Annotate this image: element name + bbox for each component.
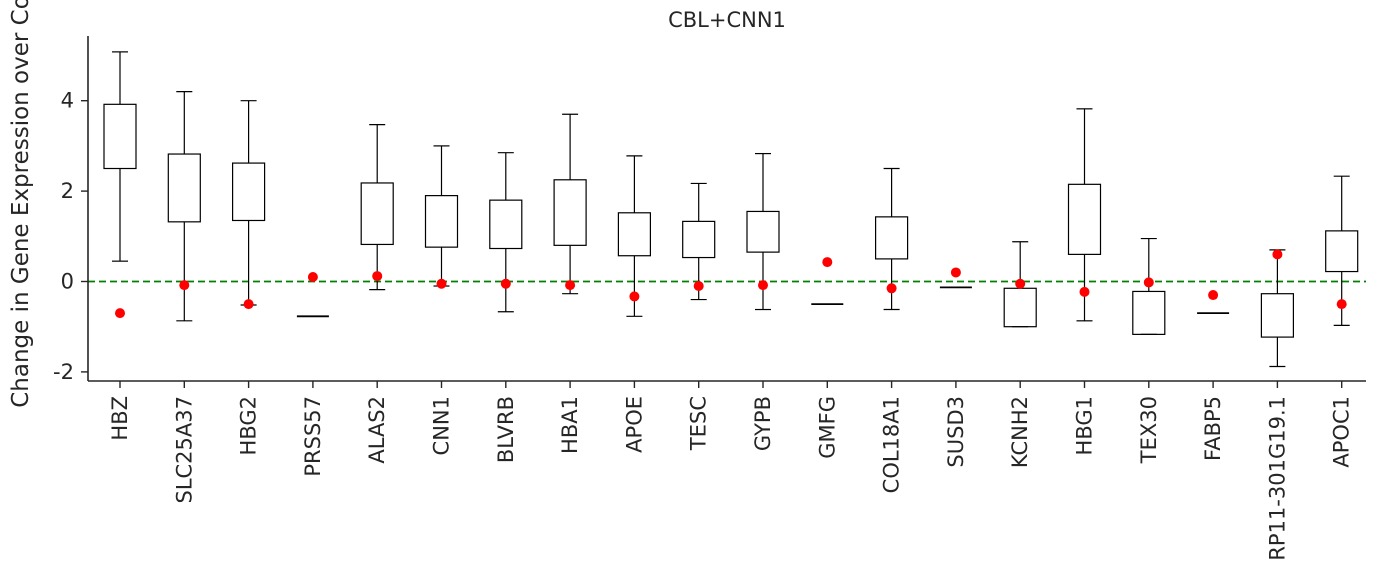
box-rect <box>1003 287 1037 328</box>
x-tick-label: ALAS2 <box>365 396 389 464</box>
box-tesc <box>682 182 716 301</box>
box-rect <box>1067 183 1102 255</box>
y-tick-label: 4 <box>61 89 74 113</box>
box-slc25a37 <box>167 91 201 322</box>
observed-point <box>115 308 125 319</box>
x-tick-label: SLC25A37 <box>172 396 196 504</box>
observed-point <box>500 278 511 289</box>
y-axis-label: Change in Gene Expression over Control <box>8 0 34 408</box>
box-hba1 <box>553 113 587 295</box>
observed-point <box>243 299 254 310</box>
box-rect <box>1325 230 1359 273</box>
observed-point <box>1015 278 1026 289</box>
observed-point <box>179 280 190 291</box>
x-tick-label: APOE <box>622 396 646 453</box>
box-hbg2 <box>232 100 266 306</box>
box-rect <box>232 162 266 222</box>
box-rect <box>1132 290 1166 335</box>
x-tick-label: BLVRB <box>494 396 518 463</box>
x-tick-label: GMFG <box>815 396 839 459</box>
box-rect <box>617 212 652 257</box>
x-tick-label: PRSS57 <box>301 396 325 477</box>
x-tick-label: TESC <box>687 396 711 451</box>
observed-point <box>758 280 768 291</box>
box-alas2 <box>360 124 394 291</box>
box-rect <box>489 199 523 250</box>
x-tick-label: CNN1 <box>430 396 454 455</box>
observed-point <box>1208 290 1219 301</box>
y-tick-label: 2 <box>61 179 74 203</box>
y-tick-label: 0 <box>61 270 74 294</box>
x-tick-label: HBG2 <box>237 396 261 455</box>
box-rect <box>424 195 459 248</box>
box-rect <box>103 103 137 170</box>
x-tick-label: RP11-301G19.1 <box>1265 396 1289 561</box>
box-hbg1 <box>1067 108 1102 322</box>
x-tick-label: KCNH2 <box>1008 396 1032 468</box>
box-hbz <box>103 51 137 262</box>
observed-point <box>1143 277 1154 288</box>
x-tick-label: COL18A1 <box>880 396 904 493</box>
box-rect <box>360 182 394 246</box>
observed-point <box>886 283 897 294</box>
x-tick-label: TEX30 <box>1137 396 1161 464</box>
observed-point <box>1272 249 1283 260</box>
observed-point <box>822 257 833 268</box>
box-rp11-301g19-1 <box>1260 249 1295 368</box>
box-rect <box>682 220 716 259</box>
box-rect <box>553 179 587 246</box>
x-tick-label: SUSD3 <box>944 396 968 468</box>
x-tick-label: GYPB <box>751 396 775 451</box>
observed-point <box>436 278 447 289</box>
box-apoc1 <box>1325 175 1359 326</box>
x-tick-label: HBA1 <box>558 396 582 454</box>
box-rect <box>1260 293 1295 338</box>
box-rect <box>874 216 909 260</box>
box-apoe <box>617 155 652 317</box>
box-cnn1 <box>424 145 459 287</box>
observed-point <box>1336 299 1347 310</box>
box-rect <box>746 210 780 253</box>
x-tick-label: HBZ <box>108 396 132 441</box>
observed-point <box>1079 286 1090 297</box>
box-rect <box>167 153 201 223</box>
x-tick-label: APOC1 <box>1330 396 1354 468</box>
observed-point <box>950 267 961 278</box>
y-tick-label: -2 <box>53 360 74 384</box>
observed-point <box>565 280 576 291</box>
observed-point <box>372 271 383 282</box>
x-tick-label: HBG1 <box>1073 396 1097 455</box>
observed-point <box>629 291 640 302</box>
chart-title: CBL+CNN1 <box>668 8 786 32</box>
observed-point <box>693 281 704 292</box>
x-tick-label: FABP5 <box>1201 396 1225 461</box>
observed-point <box>307 271 318 282</box>
